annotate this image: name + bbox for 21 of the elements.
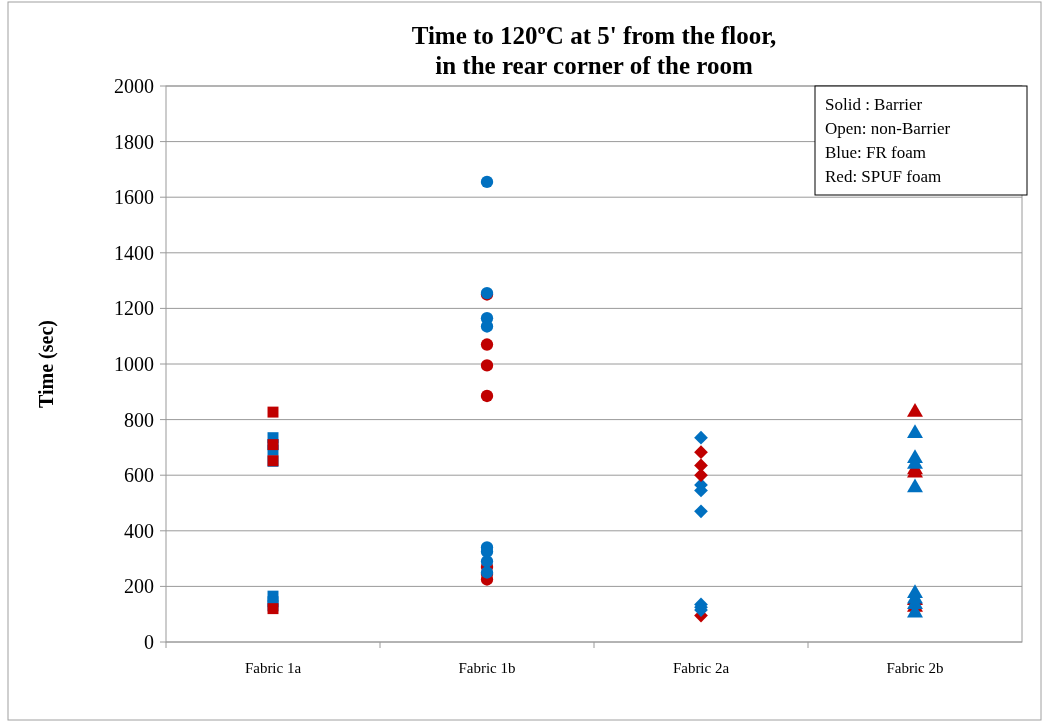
y-tick-label: 1800 [114, 130, 154, 153]
y-tick-label: 600 [124, 464, 154, 487]
annotation: Blue: FR foam [825, 143, 927, 162]
y-tick-label: 1200 [114, 297, 154, 320]
y-tick-label: 800 [124, 408, 154, 431]
annotation: Solid : Barrier [825, 95, 923, 114]
x-tick-label: Fabric 2a [672, 660, 730, 676]
annotation: Open: non-Barrier [825, 119, 951, 138]
y-tick-label: 1000 [114, 353, 154, 375]
y-tick-label: 400 [124, 519, 154, 542]
y-tick-label: 1600 [114, 186, 154, 209]
x-tick-label: Fabric 2b [886, 660, 944, 676]
y-tick-label: 200 [124, 575, 154, 598]
chart-title: Time to 120ºC at 5' from the floor, in the rear corner of the room [411, 22, 777, 79]
y-tick-label: 1400 [114, 241, 154, 264]
x-tick-label: Fabric 1b [458, 660, 516, 676]
y-axis-title: Time (sec) [35, 320, 58, 408]
x-tick-label: Fabric 1a [244, 660, 302, 676]
y-tick-label: 2000 [114, 75, 154, 97]
annotation: Red: SPUF foam [825, 167, 942, 186]
y-tick-label: 0 [144, 631, 154, 653]
